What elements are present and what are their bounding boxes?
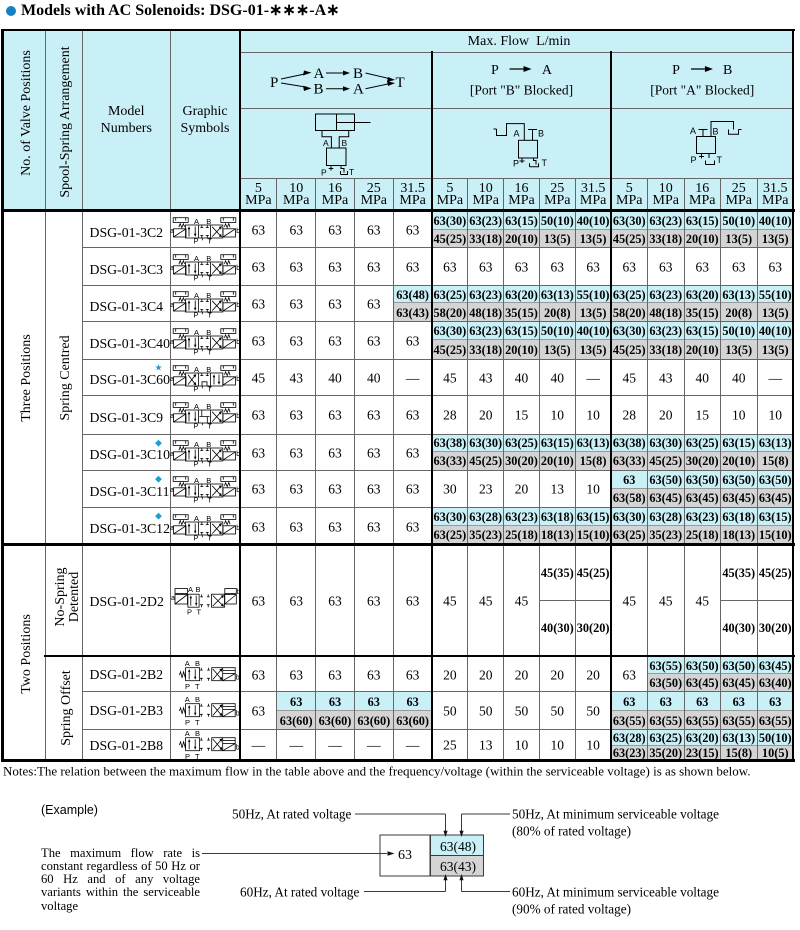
svg-text:P: P bbox=[193, 384, 198, 393]
svg-text:63(43): 63(43) bbox=[440, 859, 476, 874]
svg-text:b: b bbox=[236, 265, 240, 272]
svg-text:A: A bbox=[353, 82, 364, 98]
svg-text:A: A bbox=[194, 476, 199, 485]
svg-text:A: A bbox=[194, 254, 199, 263]
svg-text:P: P bbox=[185, 718, 190, 727]
svg-text:P: P bbox=[193, 422, 198, 431]
svg-text:B: B bbox=[195, 585, 200, 594]
svg-text:P: P bbox=[270, 75, 278, 91]
svg-text:T: T bbox=[717, 155, 723, 165]
svg-text:P: P bbox=[193, 496, 198, 505]
svg-text:a: a bbox=[170, 228, 174, 235]
svg-text:B: B bbox=[713, 127, 719, 137]
svg-text:B: B bbox=[206, 402, 211, 411]
svg-text:P: P bbox=[193, 237, 198, 246]
svg-text:T: T bbox=[207, 348, 212, 357]
svg-text:P: P bbox=[193, 311, 198, 320]
svg-text:A: A bbox=[184, 695, 189, 704]
svg-text:T: T bbox=[207, 384, 212, 393]
svg-text:b: b bbox=[236, 589, 240, 596]
svg-text:A: A bbox=[184, 659, 189, 668]
svg-text:B: B bbox=[206, 254, 211, 263]
svg-text:A: A bbox=[194, 440, 199, 449]
svg-text:B: B bbox=[206, 514, 211, 523]
svg-text:T: T bbox=[207, 422, 212, 431]
svg-text:P: P bbox=[187, 608, 192, 617]
svg-text:A: A bbox=[314, 66, 325, 82]
svg-text:b: b bbox=[236, 451, 240, 458]
svg-text:T: T bbox=[207, 496, 212, 505]
svg-text:B: B bbox=[206, 217, 211, 226]
svg-text:B: B bbox=[206, 328, 211, 337]
svg-text:P: P bbox=[193, 533, 198, 542]
svg-text:b: b bbox=[235, 674, 239, 681]
svg-text:A: A bbox=[188, 585, 193, 594]
svg-text:b: b bbox=[236, 302, 240, 309]
svg-text:b: b bbox=[236, 487, 240, 494]
svg-text:a: a bbox=[170, 525, 174, 532]
svg-text:A: A bbox=[184, 729, 189, 738]
svg-text:P: P bbox=[321, 168, 327, 178]
svg-text:B: B bbox=[206, 365, 211, 374]
svg-text:T: T bbox=[542, 158, 548, 168]
svg-text:T: T bbox=[196, 608, 201, 617]
svg-text:T: T bbox=[195, 718, 200, 727]
svg-text:A: A bbox=[194, 514, 199, 523]
svg-text:A: A bbox=[194, 402, 199, 411]
svg-text:T: T bbox=[207, 274, 212, 283]
svg-text:b: b bbox=[236, 339, 240, 346]
svg-text:P: P bbox=[185, 752, 190, 761]
svg-text:T: T bbox=[207, 311, 212, 320]
svg-text:a: a bbox=[170, 339, 174, 346]
svg-text:b: b bbox=[236, 376, 240, 383]
svg-text:a: a bbox=[170, 376, 174, 383]
svg-text:a: a bbox=[170, 413, 174, 420]
svg-text:A: A bbox=[194, 365, 199, 374]
svg-text:a: a bbox=[170, 265, 174, 272]
svg-text:A: A bbox=[514, 129, 520, 139]
svg-text:B: B bbox=[206, 291, 211, 300]
svg-text:a: a bbox=[171, 595, 175, 602]
svg-text:B: B bbox=[195, 659, 200, 668]
svg-text:a: a bbox=[170, 302, 174, 309]
svg-text:A: A bbox=[323, 138, 329, 148]
svg-text:T: T bbox=[396, 75, 405, 91]
svg-text:63: 63 bbox=[398, 848, 412, 863]
svg-text:a: a bbox=[170, 451, 174, 458]
svg-text:P: P bbox=[193, 348, 198, 357]
svg-text:T: T bbox=[207, 533, 212, 542]
svg-text:P: P bbox=[513, 159, 519, 169]
svg-text:B: B bbox=[353, 66, 363, 82]
svg-text:63(48): 63(48) bbox=[440, 839, 476, 854]
svg-text:P: P bbox=[193, 274, 198, 283]
svg-text:b: b bbox=[236, 228, 240, 235]
svg-text:A: A bbox=[690, 126, 696, 136]
svg-text:B: B bbox=[195, 695, 200, 704]
svg-text:B: B bbox=[538, 129, 544, 139]
svg-text:A: A bbox=[194, 291, 199, 300]
svg-text:A: A bbox=[194, 217, 199, 226]
svg-text:T: T bbox=[195, 682, 200, 691]
svg-text:a: a bbox=[170, 487, 174, 494]
svg-text:P: P bbox=[193, 459, 198, 468]
svg-text:T: T bbox=[195, 752, 200, 761]
svg-text:A: A bbox=[194, 328, 199, 337]
svg-text:P: P bbox=[185, 682, 190, 691]
svg-text:B: B bbox=[314, 82, 324, 98]
svg-text:B: B bbox=[195, 729, 200, 738]
svg-text:B: B bbox=[206, 476, 211, 485]
svg-text:T: T bbox=[207, 237, 212, 246]
svg-text:b: b bbox=[236, 525, 240, 532]
svg-text:b: b bbox=[235, 710, 239, 717]
svg-text:T: T bbox=[349, 167, 354, 177]
svg-text:T: T bbox=[207, 459, 212, 468]
svg-text:b: b bbox=[235, 745, 239, 752]
svg-text:b: b bbox=[236, 413, 240, 420]
svg-text:P: P bbox=[691, 155, 697, 165]
svg-text:B: B bbox=[206, 440, 211, 449]
svg-text:B: B bbox=[342, 138, 348, 148]
